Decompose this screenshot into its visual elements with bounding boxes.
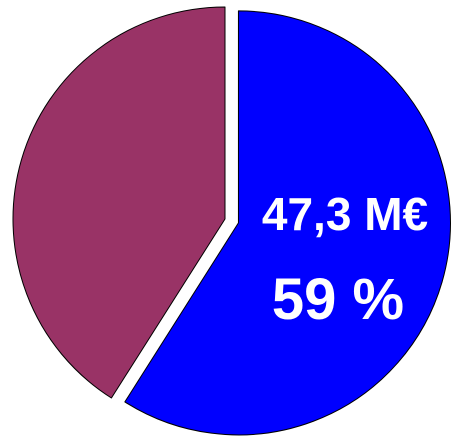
slice-0-percent-label: 59 % <box>272 267 404 332</box>
slice-0-value-label: 47,3 M€ <box>262 188 428 240</box>
pie-labels: 47,3 M€ 59 % <box>262 188 428 332</box>
pie-slices <box>12 6 451 436</box>
pie-slice-1 <box>12 6 226 399</box>
pie-slice-0 <box>124 10 451 436</box>
